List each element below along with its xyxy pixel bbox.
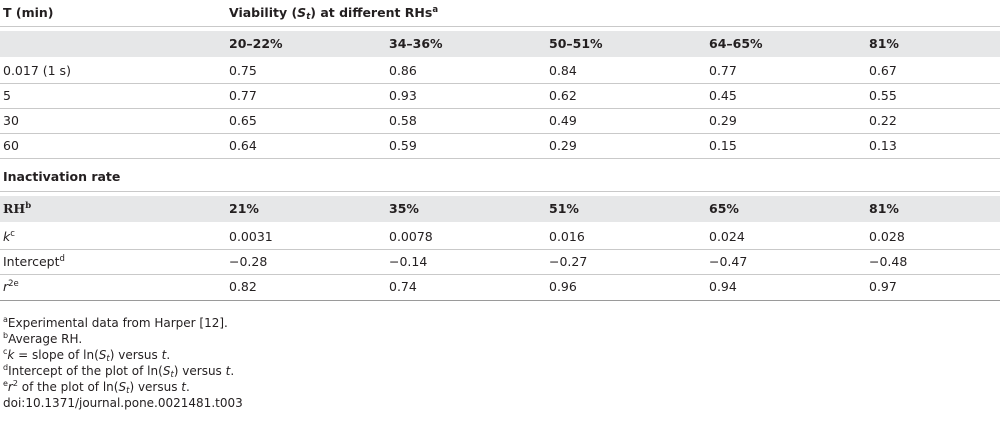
table-row: 30 0.65 0.58 0.49 0.29 0.22 <box>0 110 1000 132</box>
table1-title-row: T (min) Viability (St) at different RHsa <box>0 2 1000 24</box>
value-cell: 0.75 <box>229 63 257 78</box>
table2-header-row: RHb 21% 35% 51% 65% 81% <box>0 196 1000 222</box>
value-cell: 0.22 <box>869 113 897 128</box>
rh-column-header: 35% <box>389 201 419 216</box>
value-cell: 0.86 <box>389 63 417 78</box>
time-cell: 60 <box>3 138 19 153</box>
value-cell: 0.29 <box>709 113 737 128</box>
value-cell: 0.93 <box>389 88 417 103</box>
table-bottom-rule <box>0 300 1000 301</box>
parameter-cell: Interceptd <box>3 253 65 269</box>
table-row: 60 0.64 0.59 0.29 0.15 0.13 <box>0 135 1000 157</box>
rh-column-header: 21% <box>229 201 259 216</box>
value-cell: 0.77 <box>709 63 737 78</box>
table1-header-row: 20–22% 34–36% 50–51% 64–65% 81% <box>0 31 1000 57</box>
value-cell: 0.62 <box>549 88 577 103</box>
time-column-header: T (min) <box>3 5 54 20</box>
footnote-c: ck = slope of ln(St) versus t. <box>3 347 171 365</box>
row-divider <box>0 249 1000 250</box>
value-cell: −0.27 <box>549 254 588 269</box>
rh-column-header: 64–65% <box>709 36 763 51</box>
value-cell: 0.028 <box>869 229 905 244</box>
inactivation-section-row: Inactivation rate <box>0 166 1000 188</box>
value-cell: 0.77 <box>229 88 257 103</box>
value-cell: 0.74 <box>389 279 417 294</box>
table-row: r2e 0.82 0.74 0.96 0.94 0.97 <box>0 276 1000 298</box>
value-cell: 0.29 <box>549 138 577 153</box>
value-cell: 0.49 <box>549 113 577 128</box>
value-cell: 0.0078 <box>389 229 433 244</box>
parameter-cell: kc <box>3 228 15 244</box>
value-cell: 0.016 <box>549 229 585 244</box>
row-divider <box>0 108 1000 109</box>
rh-column-header: 81% <box>869 36 899 51</box>
parameter-cell: r2e <box>3 278 19 294</box>
value-cell: −0.47 <box>709 254 748 269</box>
row-divider <box>0 83 1000 84</box>
value-cell: 0.96 <box>549 279 577 294</box>
value-cell: 0.58 <box>389 113 417 128</box>
table-row: Interceptd −0.28 −0.14 −0.27 −0.47 −0.48 <box>0 251 1000 273</box>
time-cell: 0.017 (1 s) <box>3 63 71 78</box>
rh-column-header: 20–22% <box>229 36 283 51</box>
rh-column-header: 65% <box>709 201 739 216</box>
viability-title: Viability (St) at different RHsa <box>229 4 439 23</box>
doi-link[interactable]: doi:10.1371/journal.pone.0021481.t003 <box>3 396 243 410</box>
row-divider <box>0 133 1000 134</box>
table2-title-divider <box>0 191 1000 192</box>
value-cell: 0.65 <box>229 113 257 128</box>
value-cell: 0.97 <box>869 279 897 294</box>
value-cell: 0.45 <box>709 88 737 103</box>
value-cell: 0.84 <box>549 63 577 78</box>
table-row: kc 0.0031 0.0078 0.016 0.024 0.028 <box>0 226 1000 248</box>
rh-row-header: RHb <box>3 200 32 216</box>
inactivation-rate-title: Inactivation rate <box>3 169 121 184</box>
value-cell: 0.82 <box>229 279 257 294</box>
value-cell: 0.59 <box>389 138 417 153</box>
footnote-d: dIntercept of the plot of ln(St) versus … <box>3 363 235 381</box>
value-cell: −0.48 <box>869 254 908 269</box>
value-cell: 0.15 <box>709 138 737 153</box>
value-cell: 0.13 <box>869 138 897 153</box>
rh-column-header: 34–36% <box>389 36 443 51</box>
row-divider <box>0 274 1000 275</box>
value-cell: 0.55 <box>869 88 897 103</box>
footnote-b: bAverage RH. <box>3 331 83 346</box>
rh-column-header: 50–51% <box>549 36 603 51</box>
value-cell: 0.94 <box>709 279 737 294</box>
value-cell: 0.64 <box>229 138 257 153</box>
value-cell: −0.14 <box>389 254 428 269</box>
value-cell: −0.28 <box>229 254 268 269</box>
table-row: 0.017 (1 s) 0.75 0.86 0.84 0.77 0.67 <box>0 60 1000 82</box>
time-cell: 30 <box>3 113 19 128</box>
rh-column-header: 51% <box>549 201 579 216</box>
table1-title-divider <box>0 26 1000 27</box>
footnote-a: aExperimental data from Harper [12]. <box>3 315 228 330</box>
row-divider <box>0 158 1000 159</box>
footnote-e: er2 of the plot of ln(St) versus t. <box>3 379 190 397</box>
rh-column-header: 81% <box>869 201 899 216</box>
time-cell: 5 <box>3 88 11 103</box>
value-cell: 0.0031 <box>229 229 273 244</box>
value-cell: 0.67 <box>869 63 897 78</box>
table-row: 5 0.77 0.93 0.62 0.45 0.55 <box>0 85 1000 107</box>
value-cell: 0.024 <box>709 229 745 244</box>
